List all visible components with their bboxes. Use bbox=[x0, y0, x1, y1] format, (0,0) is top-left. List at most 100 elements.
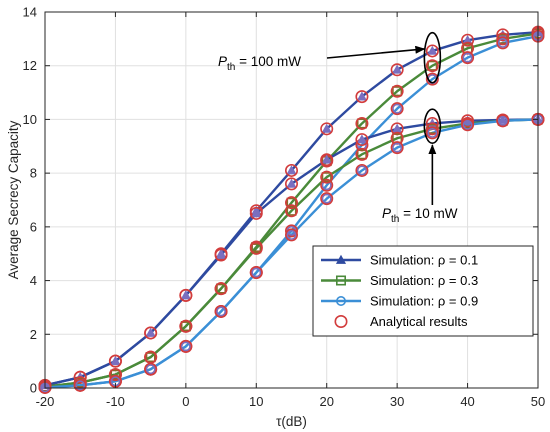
y-tick-label: 14 bbox=[23, 5, 37, 20]
analytical-point bbox=[425, 122, 439, 136]
y-tick-label: 10 bbox=[23, 112, 37, 127]
x-axis-title: τ(dB) bbox=[276, 414, 307, 429]
x-tick-label: 50 bbox=[531, 394, 545, 409]
data-point-square bbox=[180, 321, 191, 332]
data-point-circle bbox=[216, 306, 227, 317]
data-point-circle bbox=[321, 193, 332, 204]
legend: Simulation: ρ = 0.1 Simulation: ρ = 0.3 Si… bbox=[312, 245, 534, 337]
series bbox=[44, 118, 539, 388]
analytical-point bbox=[355, 163, 369, 177]
ticks: -20 -10 0 10 20 30 40 50 0 2 4 6 8 10 12 14 bbox=[23, 5, 546, 410]
analytical-point bbox=[355, 90, 369, 104]
legend-entry: Analytical results bbox=[334, 314, 468, 329]
annotation-ellipse bbox=[423, 31, 442, 84]
data-point-square bbox=[335, 275, 346, 286]
data-point-circle bbox=[75, 380, 86, 391]
analytical-point bbox=[390, 63, 404, 77]
data-point-triangle bbox=[356, 134, 367, 144]
data-point-circle bbox=[427, 127, 438, 138]
analytical-point bbox=[496, 32, 510, 46]
y-tick-label: 6 bbox=[30, 219, 37, 234]
data-point-triangle bbox=[145, 327, 156, 337]
x-tick-label: 30 bbox=[390, 394, 404, 409]
analytical-point bbox=[284, 177, 298, 191]
data-point-square bbox=[392, 86, 403, 97]
data-point-circle bbox=[286, 229, 297, 240]
data-point-triangle bbox=[392, 64, 403, 74]
y-tick-label: 8 bbox=[30, 166, 37, 181]
analytical-point bbox=[284, 196, 298, 210]
data-point-circle bbox=[251, 267, 262, 278]
x-tick-label: 20 bbox=[319, 394, 333, 409]
x-tick-label: 40 bbox=[460, 394, 474, 409]
data-point-triangle bbox=[110, 355, 121, 366]
y-tick-label: 0 bbox=[30, 381, 37, 396]
analytical-point bbox=[461, 51, 475, 65]
analytical-point bbox=[461, 33, 475, 47]
legend-label: Simulation: ρ = 0.1 bbox=[370, 253, 478, 268]
data-point-circle bbox=[497, 37, 508, 48]
analytical-point bbox=[73, 378, 87, 392]
analytical-point bbox=[320, 122, 334, 136]
data-point-circle bbox=[356, 165, 367, 176]
data-point-triangle bbox=[286, 178, 297, 188]
data-point-square bbox=[216, 283, 227, 294]
data-point-square bbox=[286, 205, 297, 216]
x-tick-label: -10 bbox=[106, 394, 125, 409]
analytical-point bbox=[179, 339, 193, 353]
y-tick-label: 12 bbox=[23, 58, 37, 73]
analytical-point bbox=[284, 228, 298, 242]
plot-frame bbox=[44, 11, 539, 389]
annotations: Pth = 100 mW Pth = 10 mW bbox=[218, 31, 458, 225]
analytical-point bbox=[284, 163, 298, 177]
analytical-point bbox=[425, 126, 439, 140]
data-point-circle bbox=[462, 119, 473, 130]
series-layer bbox=[38, 25, 545, 394]
analytical-point bbox=[214, 248, 228, 262]
analytical-point bbox=[390, 102, 404, 116]
series-markers bbox=[38, 112, 545, 394]
data-point-circle bbox=[462, 52, 473, 63]
analytical-point bbox=[355, 133, 369, 147]
analytical-point bbox=[425, 44, 439, 58]
data-point-circle bbox=[392, 142, 403, 153]
data-point-triangle bbox=[216, 249, 227, 259]
analytical-point bbox=[249, 266, 263, 280]
analytical-point bbox=[461, 118, 475, 132]
analytical-point bbox=[390, 84, 404, 98]
x-tick-label: 10 bbox=[249, 394, 263, 409]
data-point-triangle bbox=[251, 208, 262, 218]
data-point-triangle bbox=[335, 254, 347, 264]
annotation-ellipse bbox=[423, 108, 442, 144]
data-point-square bbox=[356, 118, 367, 129]
data-point-square bbox=[427, 60, 438, 71]
data-point-circle bbox=[392, 103, 403, 114]
y-axis-title: Average Secrecy Capacity bbox=[6, 120, 21, 279]
analytical-point bbox=[179, 288, 193, 302]
analytical-point bbox=[496, 114, 510, 128]
analytical-point bbox=[334, 314, 348, 328]
x-tick-label: 0 bbox=[182, 394, 189, 409]
legend-entry: Simulation: ρ = 0.1 bbox=[321, 253, 478, 268]
data-point-triangle bbox=[321, 154, 332, 164]
analytical-point bbox=[214, 304, 228, 318]
analytical-point bbox=[496, 36, 510, 50]
analytical-point bbox=[425, 72, 439, 86]
analytical-point bbox=[284, 224, 298, 238]
legend-label: Simulation: ρ = 0.3 bbox=[370, 273, 478, 288]
analytical-point bbox=[108, 368, 122, 382]
analytical-point bbox=[320, 170, 334, 184]
analytical-point bbox=[144, 362, 158, 376]
analytical-point bbox=[144, 326, 158, 340]
analytical-point bbox=[320, 178, 334, 192]
data-point-circle bbox=[497, 115, 508, 126]
data-point-square bbox=[251, 243, 262, 254]
data-point-circle bbox=[145, 364, 156, 375]
analytical-point bbox=[249, 206, 263, 220]
x-tick-label: -20 bbox=[36, 394, 55, 409]
analytical-point bbox=[214, 282, 228, 296]
data-point-triangle bbox=[427, 45, 438, 55]
legend-label: Simulation: ρ = 0.9 bbox=[370, 294, 478, 309]
analytical-point bbox=[320, 153, 334, 167]
annotation-label: Pth = 10 mW bbox=[382, 206, 458, 225]
